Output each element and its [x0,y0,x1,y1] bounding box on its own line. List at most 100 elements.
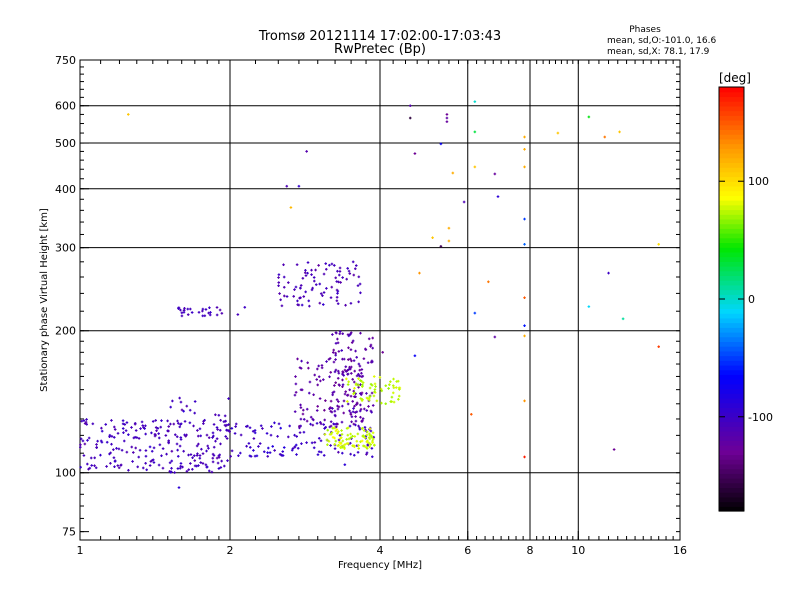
x-tick-label: 1 [77,544,84,557]
colorbar-segment [719,105,744,112]
colorbar-segment [719,261,744,267]
y-tick-label: 100 [55,467,76,480]
colorbar-segment [719,247,744,253]
colorbar-segment [719,322,744,328]
colorbar-segment [719,119,744,126]
colorbar-segment [719,294,744,300]
colorbar-segment [719,308,744,314]
x-tick-label: 8 [527,544,534,557]
colorbar: 100 0 -100 [718,86,773,512]
colorbar-segment [719,496,744,503]
colorbar-segment [719,459,744,465]
colorbar-segment [719,445,744,451]
colorbar-segment [719,223,744,229]
colorbar-segment [719,374,744,380]
colorbar-segment [719,185,744,192]
colorbar-segment [719,379,744,385]
colorbar-segment [719,303,744,310]
colorbar-segment [719,331,744,338]
phase-stats-o: mean, sd,O:-101.0, 16.6 [607,36,717,46]
x-axis-label: Frequency [MHz] [338,560,422,571]
colorbar-segment [719,148,744,154]
x-tick-label: 10 [571,544,585,557]
colorbar-segment [719,284,744,291]
colorbar-segment [719,138,744,145]
colorbar-segment [719,218,744,225]
chart-subtitle: RwPretec (Bp) [334,42,426,57]
phase-stats-x: mean, sd,X: 78.1, 17.9 [607,47,710,57]
y-tick-label: 500 [55,137,76,150]
y-tick-label: 200 [55,325,76,338]
colorbar-segment [719,383,744,390]
colorbar-segment [719,152,744,159]
colorbar-segment [719,181,744,187]
colorbar-segment [719,388,744,394]
colorbar-segment [719,214,744,220]
colorbar-segment [719,355,744,361]
colorbar-segment [719,110,744,116]
y-tick-label: 750 [55,54,76,67]
colorbar-segment [719,157,744,163]
colorbar-segment [719,204,744,211]
colorbar-segment [719,190,744,196]
colorbar-segment [719,416,744,423]
colorbar-segment [719,242,744,248]
colorbar-segment [719,176,744,182]
colorbar-segment [719,87,744,93]
colorbar-segment [719,435,744,441]
colorbar-segment [719,167,744,173]
x-tick-label: 16 [673,544,687,557]
colorbar-segment [719,402,744,408]
colorbar-unit: [deg] [719,71,751,85]
colorbar-segment [719,101,744,107]
phase-stats-heading: Phases [629,25,661,35]
y-tick-label: 75 [62,526,76,539]
colorbar-segment [719,96,744,102]
y-tick-label: 400 [55,183,76,196]
colorbar-segment [719,289,744,295]
colorbar-segment [719,336,744,342]
colorbar-segment [719,115,744,121]
colorbar-segment [719,407,744,413]
colorbar-segment [719,421,744,427]
colorbar-segment [719,506,744,512]
colorbar-segment [719,91,744,98]
y-tick-label: 600 [55,100,76,113]
colorbar-segment [719,313,744,319]
colorbar-segment [719,487,744,493]
chart-title: Tromsø 20121114 17:02:00-17:03:43 [258,29,501,44]
colorbar-segment [719,327,744,333]
colorbar-segment [719,134,744,140]
colorbar-segment [719,270,744,277]
colorbar-segment [719,364,744,371]
colorbar-segment [719,275,744,281]
colorbar-tick-label: 0 [748,293,755,306]
colorbar-segment [719,195,744,201]
colorbar-segment [719,299,744,305]
colorbar-segment [719,256,744,262]
plot-area: 1 2 4 6 8 10 16 75 100 200 300 400 500 600 750 [55,54,687,557]
colorbar-segment [719,124,744,130]
colorbar-segment [719,350,744,357]
colorbar-segment [719,463,744,470]
colorbar-segment [719,162,744,168]
colorbar-segment [719,393,744,399]
colorbar-segment [719,440,744,446]
x-tick-label: 4 [377,544,384,557]
colorbar-segment [719,233,744,239]
colorbar-segment [719,317,744,324]
colorbar-segment [719,171,744,178]
colorbar-segment [719,454,744,460]
colorbar-segment [719,143,744,149]
colorbar-segment [719,200,744,206]
colorbar-segment [719,341,744,347]
colorbar-segment [719,501,744,507]
y-axis-label: Stationary phase Virtual Height [km] [39,208,50,392]
colorbar-segment [719,412,744,418]
colorbar-segment [719,209,744,215]
colorbar-segment [719,346,744,352]
colorbar-segment [719,468,744,474]
colorbar-segment [719,360,744,366]
colorbar-tick-label: -100 [748,411,773,424]
